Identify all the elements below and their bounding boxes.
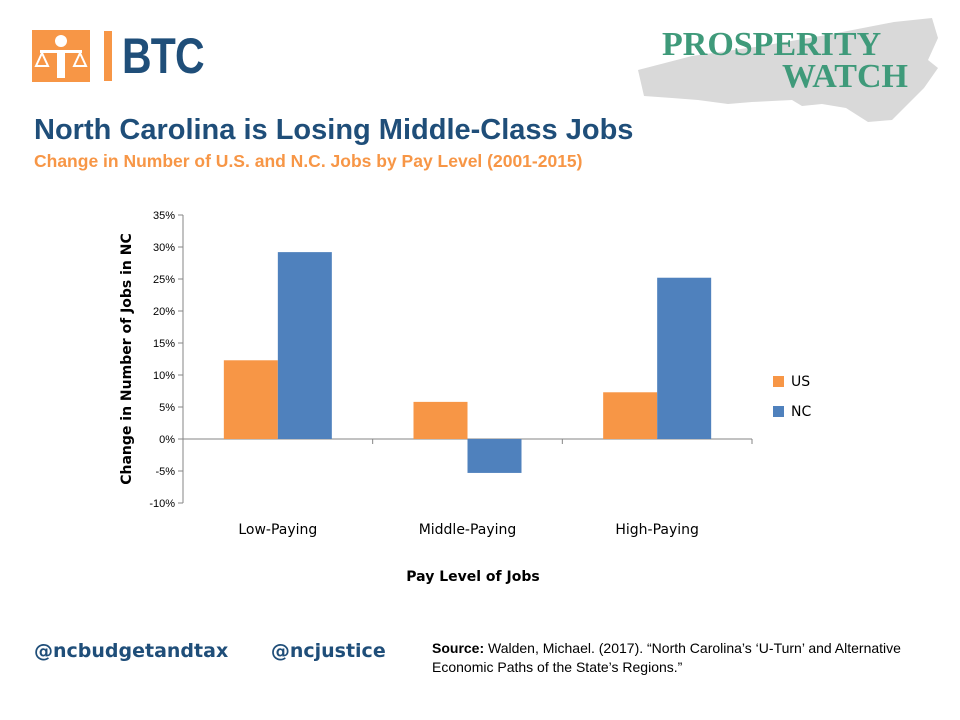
source-text: Walden, Michael. (2017). “North Carolina… [432, 640, 901, 675]
handle-ncjustice: @ncjustice [270, 640, 386, 662]
y-tick-label: 20% [153, 306, 175, 318]
btc-logo-text: BTC [122, 28, 205, 84]
source-citation: Source: Walden, Michael. (2017). “North … [432, 639, 902, 677]
legend-label-nc: NC [791, 404, 811, 420]
y-axis-title: Change in Number of Jobs in NC [119, 233, 135, 485]
y-tick-label: -10% [149, 498, 175, 510]
prosperity-watch-logo: PROSPERITY WATCH [632, 8, 952, 128]
x-axis-title: Pay Level of Jobs [406, 569, 539, 585]
source-label: Source: [432, 640, 485, 656]
bar-nc-high-paying [657, 277, 712, 439]
bar-us-low-paying [223, 360, 278, 439]
btc-logo: BTC [32, 30, 222, 82]
bar-nc-low-paying [277, 252, 332, 439]
y-tick-label: 15% [153, 338, 175, 350]
y-tick-label: 0% [159, 434, 175, 446]
y-tick-label: 30% [153, 242, 175, 254]
x-category-label: Low-Paying [238, 522, 317, 538]
legend-label-us: US [791, 374, 810, 390]
page-subtitle: Change in Number of U.S. and N.C. Jobs b… [34, 151, 583, 171]
x-category-label: Middle-Paying [419, 522, 517, 538]
scales-person-icon [32, 30, 90, 82]
watch-text: WATCH [782, 58, 908, 95]
y-tick-label: -5% [155, 466, 175, 478]
prosperity-text: PROSPERITY [662, 26, 882, 63]
y-tick-label: 25% [153, 274, 175, 286]
page-title: North Carolina is Losing Middle-Class Jo… [34, 114, 634, 146]
y-tick-label: 35% [153, 210, 175, 222]
bar-nc-middle-paying [467, 439, 522, 473]
bar-us-high-paying [603, 392, 658, 439]
bar-us-middle-paying [413, 401, 468, 439]
handle-ncbudgetandtax: @ncbudgetandtax [34, 640, 229, 662]
north-carolina-map-icon [638, 18, 938, 122]
legend-swatch-us [773, 376, 784, 387]
logo-divider [104, 31, 112, 81]
y-tick-label: 5% [159, 402, 175, 414]
social-handles: @ncbudgetandtax @ncjustice [34, 640, 422, 662]
legend-swatch-nc [773, 406, 784, 417]
y-tick-label: 10% [153, 370, 175, 382]
x-category-label: High-Paying [615, 522, 699, 538]
